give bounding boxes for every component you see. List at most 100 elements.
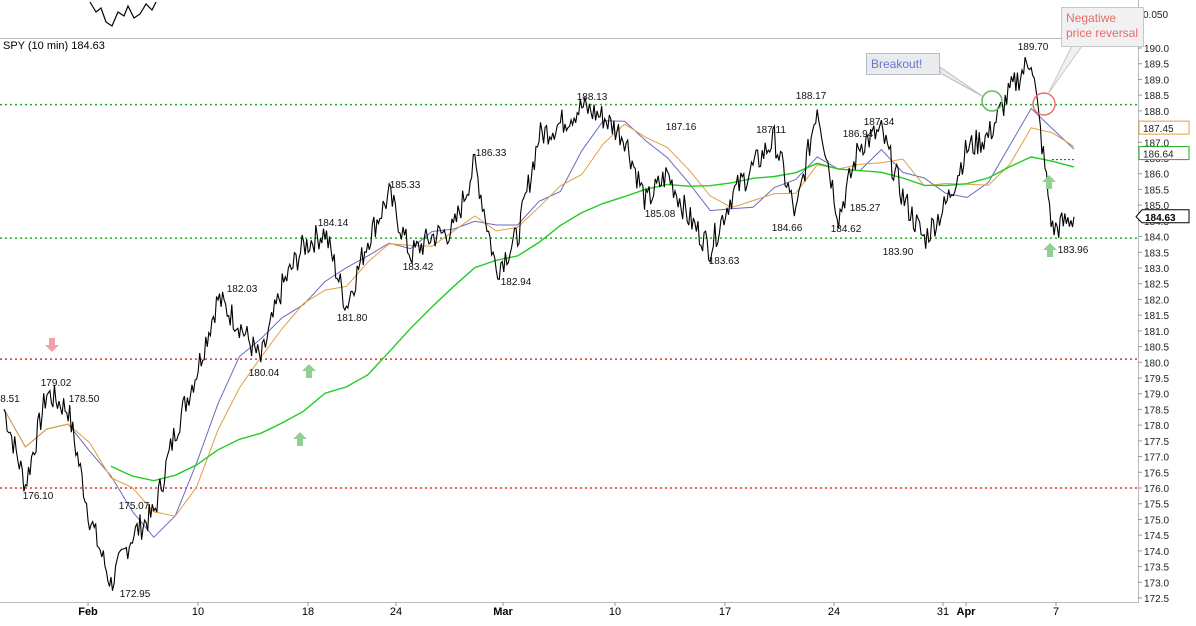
ma-fast-line — [3, 107, 1075, 539]
value-label-16: 185.08 — [645, 209, 676, 220]
x-tick-label-6: 17 — [719, 606, 731, 618]
value-label-10: 185.33 — [390, 180, 421, 191]
value-label-18: 187.11 — [756, 125, 786, 136]
value-label-24: 185.27 — [850, 203, 881, 214]
y-tick-label-4: 174.5 — [1144, 531, 1169, 542]
y-tick-label-35: 190.0 — [1144, 44, 1169, 55]
up-arrow-icon-1 — [302, 364, 316, 378]
y-tick-label-34: 189.5 — [1144, 60, 1169, 71]
x-tick-label-2: 18 — [302, 606, 314, 618]
value-label-21: 186.94 — [843, 129, 874, 140]
value-label-4: 175.07 — [119, 501, 150, 512]
y-tick-label-0: 172.5 — [1144, 594, 1169, 605]
y-tick-label-13: 179.0 — [1144, 390, 1169, 401]
x-tick-label-3: 24 — [390, 606, 402, 618]
x-tick-label-1: 10 — [192, 606, 204, 618]
ma-value-label-0: 187.45 — [1143, 124, 1174, 135]
y-tick-label-9: 177.0 — [1144, 453, 1169, 464]
value-label-7: 180.04 — [249, 368, 280, 379]
y-tick-label-8: 176.5 — [1144, 468, 1169, 479]
value-label-20: 188.17 — [796, 91, 827, 102]
value-label-12: 186.33 — [476, 148, 507, 159]
reversal-callout-line2: price reversal — [1066, 26, 1139, 40]
y-tick-label-20: 182.5 — [1144, 280, 1169, 291]
x-tick-label-7: 24 — [828, 606, 840, 618]
y-tick-label-29: 187.0 — [1144, 138, 1169, 149]
y-tick-label-23: 184.0 — [1144, 233, 1169, 244]
value-label-19: 184.66 — [772, 223, 803, 234]
y-tick-label-21: 183.0 — [1144, 264, 1169, 275]
value-label-9: 181.80 — [337, 313, 368, 324]
down-arrow-icon — [45, 338, 59, 352]
breakout-circle — [981, 90, 1003, 112]
value-label-26: 189.70 — [1018, 42, 1049, 53]
upper-panel — [0, 0, 1139, 38]
y-tick-label-14: 179.5 — [1144, 374, 1169, 385]
y-tick-label-18: 181.5 — [1144, 311, 1169, 322]
x-tick-label-0: Feb — [78, 606, 98, 618]
ma-slow-line — [110, 156, 1075, 482]
x-tick-label-9: Apr — [957, 606, 977, 618]
value-label-23: 187.34 — [864, 117, 895, 128]
y-tick-label-3: 174.0 — [1144, 547, 1169, 558]
y-tick-label-7: 176.0 — [1144, 484, 1169, 495]
reversal-callout: Negatiwe price reversal — [1061, 7, 1144, 47]
y-tick-label-25: 185.0 — [1144, 201, 1169, 212]
value-label-6: 182.03 — [227, 284, 258, 295]
reversal-circle — [1032, 92, 1056, 116]
value-label-2: 8.51 — [0, 394, 20, 405]
x-tick-label-5: 10 — [609, 606, 621, 618]
y-tick-label-16: 180.5 — [1144, 343, 1169, 354]
reversal-pointer — [1047, 45, 1083, 95]
x-tick-label-8: 31 — [937, 606, 949, 618]
value-label-3: 176.10 — [23, 491, 54, 502]
x-tick-label-10: 7 — [1053, 606, 1059, 618]
breakout-pointer — [939, 66, 983, 97]
y-tick-label-27: 186.0 — [1144, 170, 1169, 181]
reversal-callout-line1: Negatiwe — [1066, 11, 1117, 25]
y-tick-label-6: 175.5 — [1144, 500, 1169, 511]
value-label-14: 188.13 — [577, 92, 608, 103]
y-tick-label-11: 178.0 — [1144, 421, 1169, 432]
chart-title-text: SPY (10 min) 184.63 — [3, 40, 105, 52]
last-price-box — [1135, 209, 1190, 224]
y-tick-label-12: 178.5 — [1144, 405, 1169, 416]
value-label-25: 183.90 — [883, 247, 914, 258]
value-label-11: 183.42 — [403, 262, 434, 273]
y-tick-label-17: 181.0 — [1144, 327, 1169, 338]
value-label-15: 187.16 — [666, 122, 697, 133]
y-tick-label-26: 185.5 — [1144, 185, 1169, 196]
price-series-line — [3, 56, 1075, 591]
ma-mid-line — [3, 123, 1075, 517]
y-tick-label-5: 175.0 — [1144, 515, 1169, 526]
up-arrow-icon-4 — [1043, 243, 1057, 257]
value-label-5: 172.95 — [120, 589, 151, 600]
ma-value-label-1: 186.64 — [1143, 150, 1174, 161]
y-tick-label-15: 180.0 — [1144, 358, 1169, 369]
ma-value-box-0 — [1138, 120, 1190, 135]
y-tick-label-32: 188.5 — [1144, 91, 1169, 102]
breakout-callout: Breakout! — [866, 53, 940, 75]
x-tick-label-4: Mar — [493, 606, 513, 618]
up-arrow-icon-3 — [1042, 175, 1056, 189]
up-arrow-icon-2 — [293, 432, 307, 446]
upper-panel-trace — [89, 1, 157, 27]
value-label-8: 184.14 — [318, 218, 349, 229]
value-label-17: 183.63 — [709, 256, 740, 267]
upper-panel-tick: 0.050 — [1143, 10, 1168, 21]
y-tick-label-33: 189.0 — [1144, 75, 1169, 86]
last-price-label: 184.63 — [1145, 213, 1176, 224]
breakout-callout-text: Breakout! — [871, 57, 923, 71]
ma-value-box-1 — [1138, 146, 1190, 161]
value-label-1: 178.50 — [69, 394, 100, 405]
y-tick-label-2: 173.5 — [1144, 563, 1169, 574]
value-label-0: 179.02 — [41, 378, 72, 389]
y-tick-label-19: 182.0 — [1144, 295, 1169, 306]
chart-title: SPY (10 min) 184.63 — [3, 40, 105, 52]
value-label-22: 184.62 — [831, 224, 862, 235]
y-tick-label-1: 173.0 — [1144, 578, 1169, 589]
value-label-27: 183.96 — [1058, 245, 1089, 256]
y-tick-label-10: 177.5 — [1144, 437, 1169, 448]
y-tick-label-31: 188.0 — [1144, 107, 1169, 118]
